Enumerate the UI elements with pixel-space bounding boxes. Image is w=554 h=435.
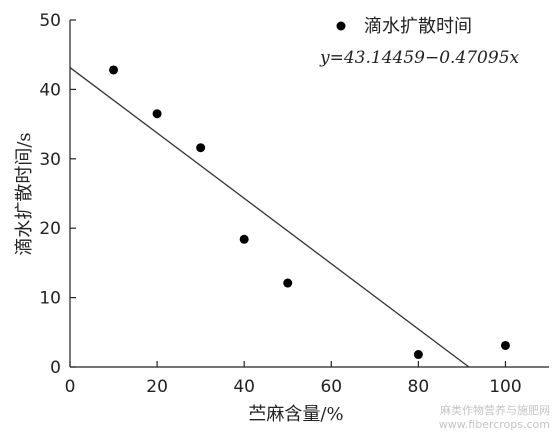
data-point [109,65,119,75]
data-point [413,350,423,360]
watermark-line1: 麻类作物营养与施肥网 [440,403,550,417]
x-tick-label: 80 [408,377,430,397]
x-axis-title: 苎麻含量/% [248,404,343,425]
y-axis-title: 滴水扩散时间/s [14,132,35,255]
x-ticks: 0 20 40 60 80 100 [65,361,522,397]
y-tick-label: 10 [39,289,61,309]
y-tick-label: 20 [39,219,61,239]
x-tick-label: 0 [65,377,76,397]
y-ticks: 0 10 20 30 40 50 [39,11,76,378]
fit-line-group [69,67,470,368]
fit-line [69,67,470,368]
fit-equation: y=43.14459−0.47095x [319,48,520,68]
data-point [500,340,510,350]
y-tick-label: 0 [50,358,61,378]
x-tick-label: 40 [233,377,255,397]
data-point [239,234,249,244]
legend-label: 滴水扩散时间 [364,16,472,37]
y-tick-label: 40 [39,80,61,100]
data-point [152,109,162,119]
x-tick-label: 20 [146,377,168,397]
data-points [109,65,510,360]
x-tick-label: 60 [320,377,342,397]
legend-marker [336,21,346,31]
x-tick-label: 100 [489,377,521,397]
data-point [283,278,293,288]
y-tick-label: 50 [39,11,61,31]
watermark: 麻类作物营养与施肥网 www.fibercrops.com [439,403,550,431]
watermark-line2: www.fibercrops.com [439,418,550,431]
y-tick-label: 30 [39,150,61,170]
axes [69,20,549,368]
data-point [196,143,206,153]
legend: 滴水扩散时间 y=43.14459−0.47095x [319,16,520,68]
